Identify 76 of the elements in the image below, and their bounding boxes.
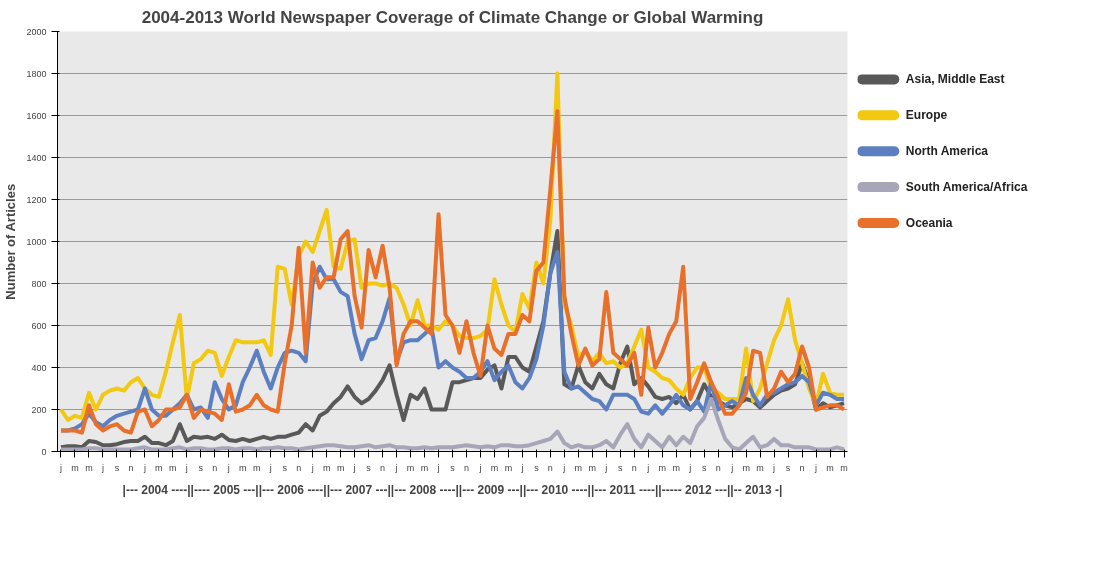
x-tick-label: m	[336, 462, 345, 473]
x-tick-label: s	[785, 462, 791, 473]
chart-title: 2004-2013 World Newspaper Coverage of Climate Change or Global Warming	[141, 7, 764, 27]
x-tick-label: m	[155, 462, 163, 473]
y-tick-label: 0	[41, 446, 47, 457]
x-tick-label: m	[840, 462, 848, 473]
x-tick-label: j	[184, 462, 188, 473]
y-tick-label: 200	[31, 404, 47, 415]
x-tick-label: m	[490, 462, 499, 473]
x-tick-label: j	[772, 462, 776, 473]
x-tick-label: j	[100, 462, 104, 473]
x-tick-label: n	[463, 462, 469, 473]
x-tick-label: s	[534, 462, 540, 473]
x-tick-label: m	[672, 462, 680, 473]
x-tick-label: m	[322, 462, 331, 473]
x-tick-label: m	[504, 462, 513, 473]
x-tick-label: n	[631, 462, 637, 473]
x-tick-label: j	[310, 462, 314, 473]
x-tick-label: j	[478, 462, 482, 473]
x-tick-label: n	[296, 462, 302, 473]
x-tick-label: s	[282, 462, 288, 473]
y-tick-label: 600	[31, 320, 47, 331]
x-tick-label: n	[547, 462, 553, 473]
x-tick-label: m	[239, 462, 247, 473]
x-tick-label: j	[604, 462, 608, 473]
legend-label: South America/Africa	[905, 180, 1028, 195]
x-tick-label: m	[826, 462, 834, 473]
x-tick-label: s	[198, 462, 204, 473]
y-tick-label: 1800	[26, 68, 47, 79]
x-tick-label: n	[212, 462, 218, 473]
legend-label: North America	[905, 144, 989, 159]
legend-label: Europe	[905, 108, 948, 123]
x-tick-label: m	[574, 462, 583, 473]
x-tick-label: s	[366, 462, 372, 473]
x-tick-label: n	[799, 462, 805, 473]
text: |--- 2004 ----||---- 2005 ---||--- 2006 ----||--- 2007 ---||--- 2008 ----||--- 2009 ---||--- 2010 ----||--- 2011 ----||----- 2012 ---||-- 2013 -|	[122, 482, 783, 497]
y-tick-label: 1600	[26, 110, 47, 121]
x-tick-label: m	[85, 462, 93, 473]
x-tick-label: j	[436, 462, 440, 473]
x-tick-label: j	[688, 462, 692, 473]
y-tick-label: 2000	[26, 26, 47, 37]
x-tick-label: j	[142, 462, 146, 473]
x-tick-label: m	[756, 462, 764, 473]
y-tick-label: 1400	[26, 152, 47, 163]
x-tick-label: m	[420, 462, 429, 473]
x-tick-label: j	[562, 462, 566, 473]
x-tick-label: j	[520, 462, 524, 473]
x-tick-label: j	[226, 462, 230, 473]
y-axis-title: Number of Articles	[3, 183, 19, 300]
y-tick-label: 400	[31, 362, 47, 373]
legend-label: Oceania	[905, 216, 953, 231]
x-tick-label: j	[394, 462, 398, 473]
x-tick-label: j	[814, 462, 818, 473]
x-tick-label: n	[715, 462, 721, 473]
legend-label: Asia, Middle East	[905, 72, 1005, 87]
x-tick-label: n	[128, 462, 134, 473]
x-tick-label: s	[701, 462, 707, 473]
x-tick-label: m	[588, 462, 597, 473]
x-tick-label: m	[658, 462, 666, 473]
y-tick-label: 1200	[26, 194, 47, 205]
x-tick-label: n	[380, 462, 386, 473]
x-tick-label: s	[114, 462, 120, 473]
x-tick-label: m	[71, 462, 79, 473]
x-tick-label: m	[742, 462, 750, 473]
x-tick-label: j	[352, 462, 356, 473]
x-tick-label: s	[450, 462, 456, 473]
x-tick-label: j	[646, 462, 650, 473]
x-tick-label: j	[730, 462, 734, 473]
y-tick-label: 800	[31, 278, 47, 289]
x-tick-label: j	[268, 462, 272, 473]
x-tick-label: m	[169, 462, 177, 473]
y-tick-label: 1000	[26, 236, 47, 247]
x-tick-label: s	[618, 462, 624, 473]
x-tick-label: j	[59, 462, 62, 473]
x-tick-label: m	[253, 462, 261, 473]
x-tick-label: m	[406, 462, 415, 473]
